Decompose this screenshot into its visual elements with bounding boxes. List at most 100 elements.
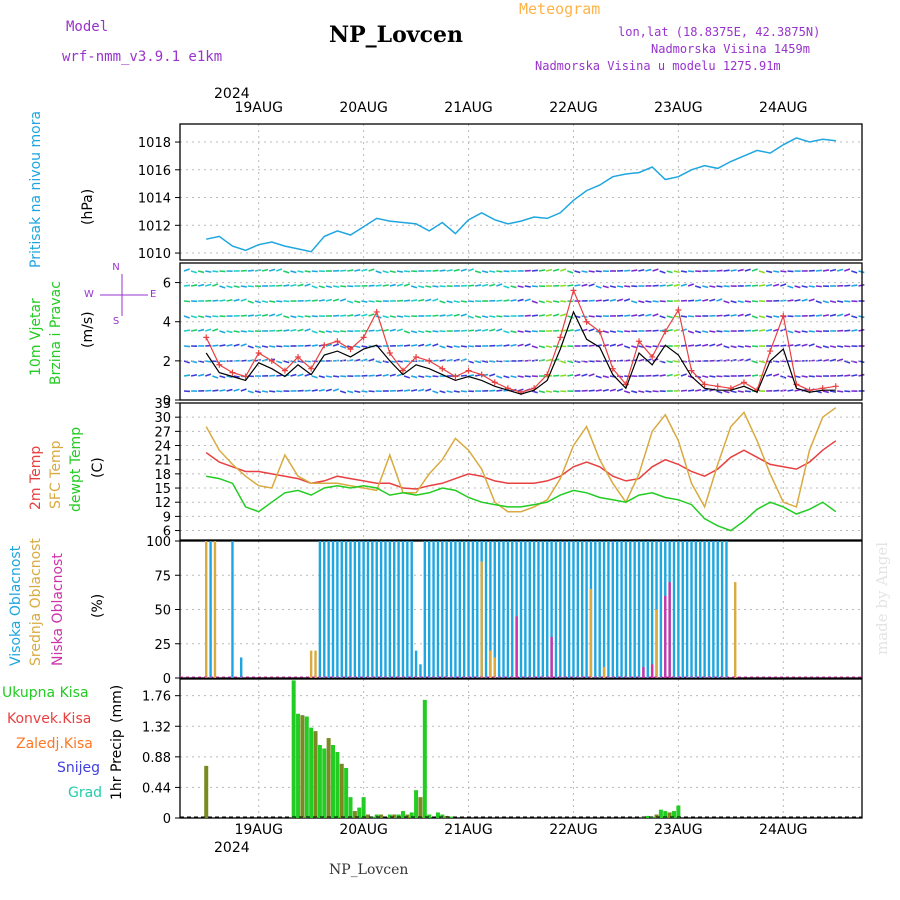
cloud-high-bar [650,541,654,678]
precip-bar [313,731,318,818]
wind-barb [503,285,510,289]
precip-bar [663,811,668,818]
wind-barb [410,375,418,379]
wind-gust-mark [714,383,721,390]
wind-barb [602,299,609,302]
wind-barb [496,375,503,379]
wind-gust-mark [386,350,393,357]
wind-barb [318,285,325,289]
wind-barb [439,390,446,394]
wind-barb [347,300,354,304]
wind-barb [183,329,191,332]
legend-conv-rain: Konvek.Kisa [7,711,92,727]
wind-barb [517,343,524,347]
wind-barb [396,389,404,392]
wind-barb [503,299,510,302]
cloud-mid-bar [489,650,492,678]
wind-barb [680,328,687,332]
wind-barb [361,390,368,393]
cloud-high-bar [620,541,623,678]
wind-barb [446,390,453,394]
wind-barb [460,390,467,393]
wind-barb [765,373,773,377]
wind-gust-mark [321,342,328,349]
wind-barb [247,330,254,333]
cloud-high-bar [550,541,553,678]
wind-gust-mark [478,371,485,378]
wind-barb [226,285,233,289]
wind-barb [780,283,787,287]
wind-barb [560,390,567,393]
wind-barb [269,374,276,377]
wind-barb [659,374,666,377]
wind-barb [190,315,198,319]
cloud-high-bar [318,541,322,678]
wind-barb [254,300,261,304]
cloud-high-bar [720,541,724,678]
wind-barb [652,300,659,303]
wind-barb [247,269,254,272]
wind-gust-mark [203,334,210,341]
wind-barb [687,389,695,392]
wind-barb [702,285,709,289]
panel-frame [179,123,863,261]
wind-barb [503,375,510,379]
wind-barb [261,268,269,272]
cloud-high-bar [659,541,663,678]
wind-barb [332,330,340,333]
wind-barb [538,345,546,349]
wind-barb [538,269,546,272]
wind-barb [787,330,794,334]
wind-barb [794,343,801,347]
wind-barb [247,359,254,362]
wind-barb [268,268,276,272]
wind-barb [268,313,276,317]
wind-barb [304,270,311,273]
wind-barb [340,330,347,333]
wind-barb [489,315,496,318]
wind-gust-mark [452,373,459,380]
wind-barb [588,315,595,318]
wind-barb [482,270,489,274]
wind-barb [766,270,773,274]
wind-barb [567,270,574,274]
wind-barb [446,358,453,362]
wind-barb [560,300,567,303]
wind-gust-mark [439,365,446,372]
cloud-high-bar [493,541,496,678]
year-bottom: 2024 [214,840,250,856]
wind-barb [375,360,382,364]
wind-barb [723,300,730,304]
wind-barb [233,298,240,302]
wind-barb [439,300,446,304]
wind-barb [396,344,404,347]
wind-barb [801,343,808,347]
wind-barb [851,374,858,377]
wind-barb [808,285,815,288]
wind-barb [751,345,759,348]
wind-barb [560,268,567,272]
wind-barb [524,330,531,333]
y-tick-label: 2 [163,355,171,370]
wind-barb [240,285,247,288]
wind-barb [318,388,325,392]
wind-barb [375,329,382,332]
wind-barb [347,390,354,394]
cloud-mid-bar [314,650,317,678]
wind-barb [474,284,482,287]
wind-barb [432,330,439,333]
wind-barb [304,389,311,392]
precip-bar [304,716,309,818]
wind-barb [794,298,801,302]
wind-barb [780,344,787,347]
wind-barb [311,285,318,289]
wind-barb [311,375,318,379]
cloud-high-bar [528,541,531,678]
wind-barb [652,313,659,317]
wind-barb [254,314,262,317]
cloud-high-bar [581,541,584,678]
precip-bar [667,812,672,818]
wind-barb [758,329,766,332]
cloud-high-bar [240,657,243,678]
wind-barb [524,298,531,302]
